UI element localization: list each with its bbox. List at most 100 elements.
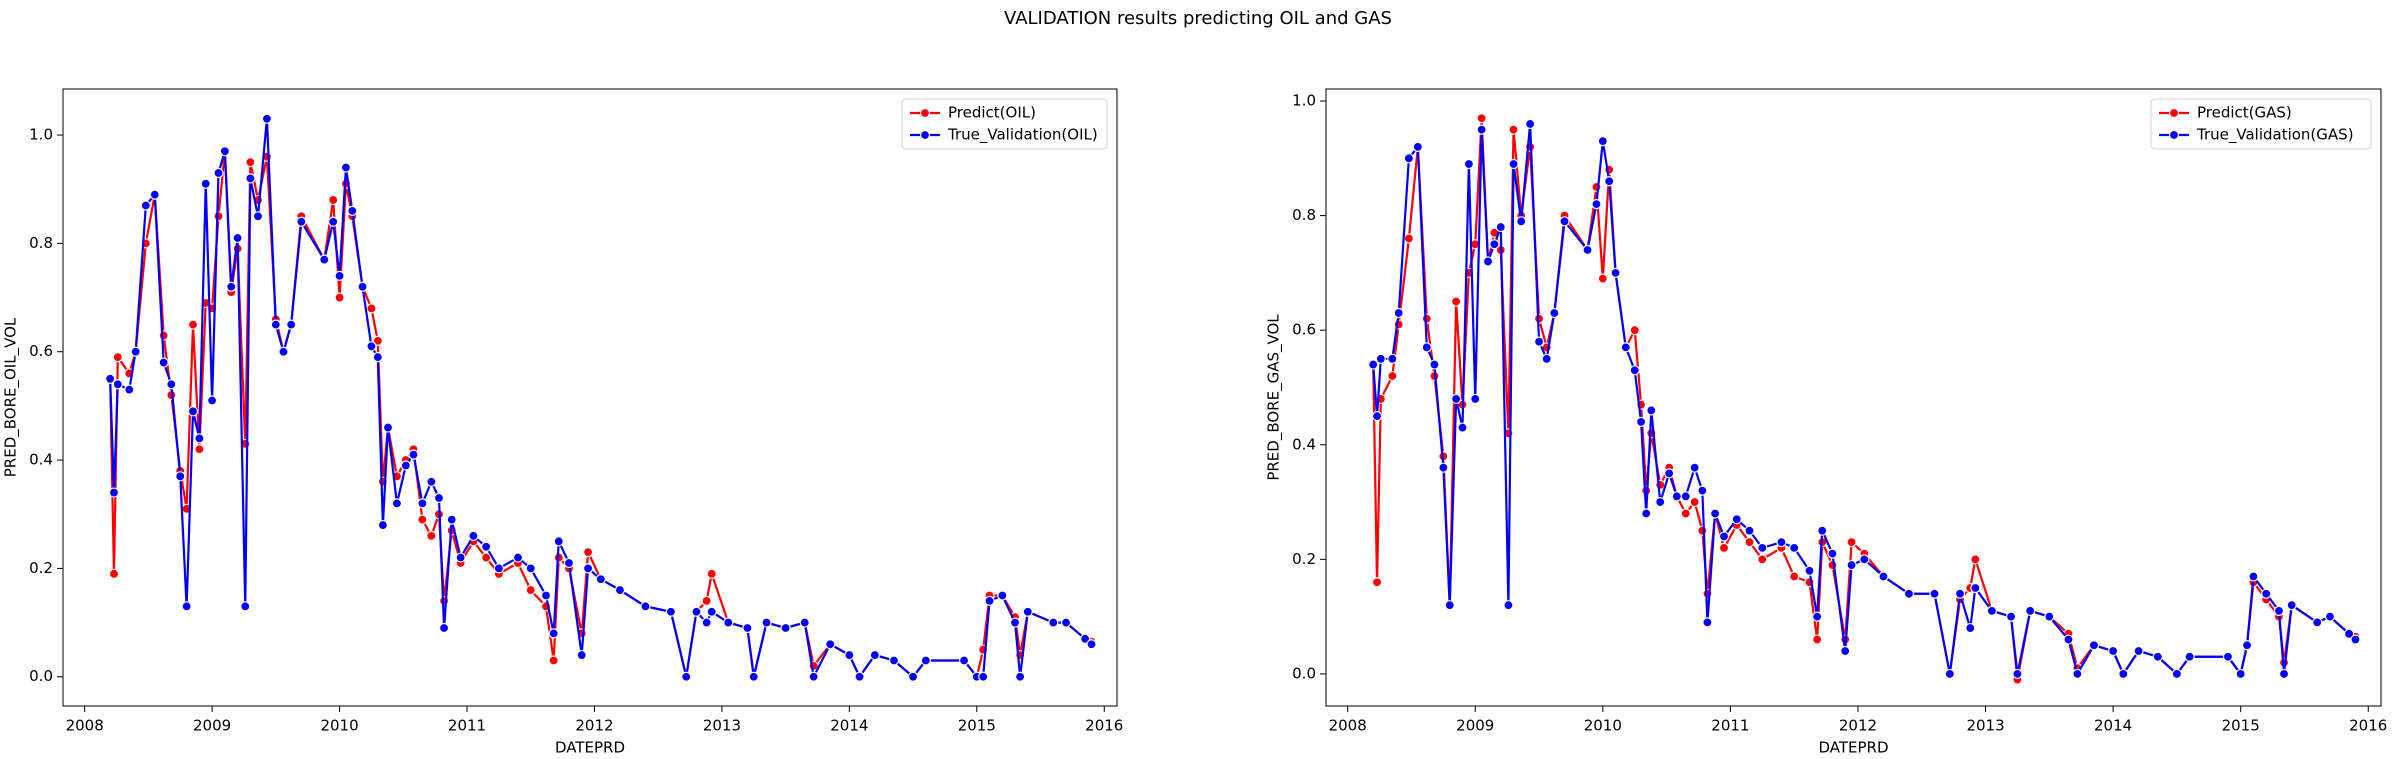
series-marker (2152, 651, 2163, 662)
x-tick-label: 2015 (958, 717, 996, 735)
series-marker (112, 379, 123, 390)
series-marker (124, 384, 135, 395)
series-marker (328, 216, 339, 227)
series-marker (1559, 216, 1570, 227)
legend-label: True_Validation(OIL) (947, 126, 1098, 145)
series-marker (1629, 365, 1640, 376)
x-tick-label: 2011 (448, 717, 486, 735)
series-marker (1009, 617, 1021, 628)
series-marker (1641, 508, 1652, 519)
series-marker (2108, 645, 2119, 657)
series-marker (1371, 411, 1383, 422)
x-tick-label: 2012 (575, 717, 613, 735)
series-marker (1689, 462, 1700, 473)
series-marker (296, 216, 307, 227)
series-marker (286, 319, 297, 330)
series-marker (207, 395, 218, 406)
series-marker (2012, 668, 2023, 680)
series-marker (576, 649, 587, 661)
series-marker (1470, 393, 1481, 405)
series-marker (1718, 531, 1730, 542)
series-marker (1646, 405, 1657, 416)
series-marker (1421, 342, 1432, 353)
series-marker (240, 601, 251, 612)
series-marker (1776, 537, 1787, 548)
series-marker (1709, 508, 1721, 519)
series-marker (1525, 118, 1536, 130)
series-marker (1697, 525, 1708, 536)
series-marker (1022, 606, 1033, 617)
series-marker (340, 162, 352, 173)
series-marker (525, 563, 536, 574)
series-marker (1757, 554, 1768, 565)
x-tick-label: 2009 (193, 717, 231, 735)
series-marker (455, 552, 466, 563)
series-marker (1697, 485, 1708, 496)
series-marker (1970, 554, 1981, 565)
series-marker (1610, 267, 1621, 278)
series-marker (175, 471, 186, 482)
y-axis-label: PRED_BORE_GAS_VOL (1265, 314, 1284, 481)
series-marker (2044, 611, 2055, 622)
series-marker (391, 498, 403, 509)
x-tick-label: 2008 (66, 717, 104, 735)
series-marker (1812, 611, 1823, 622)
series-marker (1680, 491, 1691, 502)
series-marker (377, 519, 388, 531)
y-tick-label: 0.8 (1292, 206, 1316, 224)
y-tick-label: 1.0 (1292, 92, 1316, 110)
x-tick-label: 2014 (2094, 717, 2132, 735)
series-marker (1597, 273, 1608, 284)
legend-box (901, 98, 1108, 150)
series-marker (907, 671, 919, 682)
series-marker (328, 194, 339, 206)
series-marker (493, 563, 504, 574)
series-marker (2222, 651, 2234, 662)
series-marker (1495, 221, 1506, 233)
series-marker (245, 173, 256, 184)
series-marker (1827, 548, 1838, 559)
series-marker (2063, 634, 2074, 645)
legend-label: Predict(OIL) (948, 104, 1036, 122)
series-marker (640, 601, 651, 612)
series-marker (799, 617, 810, 628)
x-tick-label: 2013 (1966, 717, 2004, 735)
series-marker (1086, 639, 1097, 650)
series-marker (2118, 668, 2129, 680)
series-marker (1503, 600, 1514, 611)
series-marker (1757, 542, 1768, 553)
series-marker (1421, 313, 1432, 324)
x-tick-label: 2016 (1085, 717, 1123, 735)
series-marker (582, 563, 594, 574)
y-tick-label: 0.6 (1292, 321, 1316, 339)
y-tick-label: 1.0 (29, 126, 53, 144)
series-marker (446, 514, 457, 525)
figure-title: VALIDATION results predicting OIL and GA… (1004, 8, 1392, 29)
series-marker (1954, 588, 1966, 599)
series-line (109, 151, 1092, 680)
series-marker (1387, 370, 1398, 382)
series-marker (1048, 617, 1059, 628)
series-marker (261, 113, 273, 124)
series-marker (1846, 537, 1857, 548)
series-marker (468, 530, 479, 542)
series-marker (2273, 605, 2285, 617)
series-marker (1635, 416, 1647, 427)
series-marker (723, 617, 734, 628)
series-marker (1451, 393, 1462, 405)
series-marker (1015, 671, 1026, 682)
series-marker (997, 590, 1008, 601)
series-marker (1671, 491, 1682, 502)
series-marker (166, 379, 177, 390)
series-marker (706, 568, 717, 579)
series-marker (2241, 640, 2253, 651)
series-marker (548, 628, 559, 639)
series-marker (200, 178, 211, 189)
series-marker (181, 601, 192, 612)
series-marker (1429, 359, 1440, 370)
series-marker (1878, 571, 1889, 582)
series-marker (1944, 668, 1955, 680)
y-axis-label: PRED_BORE_OIL_VOL (2, 317, 21, 477)
series-marker (681, 671, 692, 682)
x-tick-label: 2010 (320, 717, 358, 735)
